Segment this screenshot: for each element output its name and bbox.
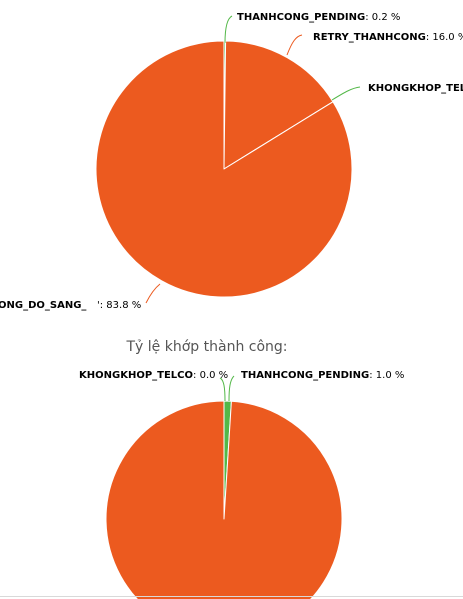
pie-chart-1: THANHCONG_PENDING: 0.2 % RETRY_THANHCONG… [0, 12, 463, 311]
pie-slice-ong-do-sang [95, 40, 353, 298]
data-label-khongkhop-telco: KHONGKHOP_TELCO [368, 83, 463, 94]
leader-line-ong-do-sang [145, 283, 161, 304]
leader-line-khongkhop-telco-2 [219, 377, 226, 402]
pie-chart-2: Tỷ lệ khớp thành công: KHONGKHOP_TELCO: … [79, 339, 404, 599]
pie-slice-other [105, 400, 343, 599]
leader-line-thanhcong-pending-2 [228, 375, 235, 402]
data-label-retry-thanhcong: RETRY_THANHCONG: 16.0 % [313, 32, 463, 43]
chart-title: Tỷ lệ khớp thành công: [126, 339, 288, 355]
bottom-divider [0, 596, 463, 597]
data-label-ong-do-sang: ONG_DO_SANG_ [0, 300, 86, 311]
leader-line-khongkhop-telco [331, 86, 361, 101]
data-label-thanhcong-pending-2: THANHCONG_PENDING: 1.0 % [241, 370, 404, 381]
data-value-ong-do-sang: ': 83.8 % [97, 300, 141, 311]
data-label-thanhcong-pending: THANHCONG_PENDING: 0.2 % [237, 12, 400, 23]
leader-line-retry-thanhcong [286, 34, 303, 56]
data-label-khongkhop-telco-2: KHONGKHOP_TELCO: 0.0 % [79, 370, 228, 381]
pie-slice-retry-thanhcong [223, 40, 334, 170]
leader-line-thanhcong-pending [224, 15, 233, 44]
